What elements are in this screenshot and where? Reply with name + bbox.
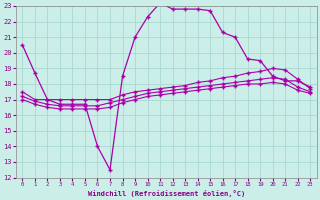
X-axis label: Windchill (Refroidissement éolien,°C): Windchill (Refroidissement éolien,°C) xyxy=(88,190,245,197)
